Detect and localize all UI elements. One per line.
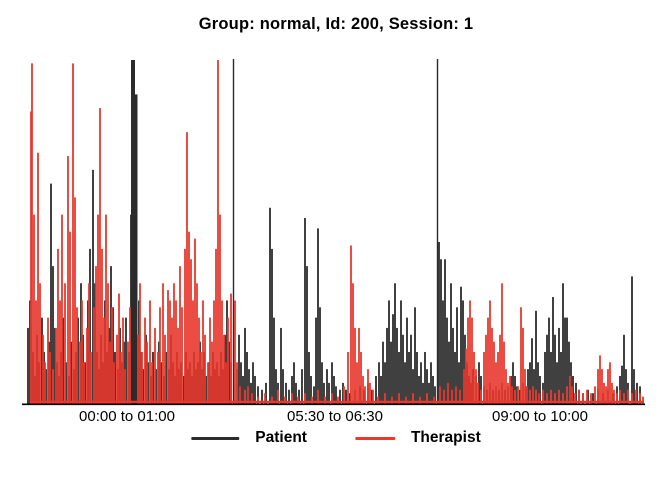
x-tick-label-segment-3: 09:00 to 10:00 — [492, 408, 588, 425]
legend-label-therapist: Therapist — [410, 429, 481, 446]
therapist-series — [30, 60, 644, 404]
chart-title: Group: normal, Id: 200, Session: 1 — [198, 15, 474, 33]
x-tick-label-segment-1: 00:00 to 01:00 — [79, 408, 175, 425]
legend: Patient Therapist — [191, 429, 481, 447]
x-axis-tick-labels: 00:00 to 01:00 05:30 to 06:30 09:00 to 1… — [0, 408, 672, 428]
therapist-line-swatch — [354, 436, 395, 440]
patient-line-swatch — [191, 436, 240, 440]
legend-label-patient: Patient — [255, 429, 307, 446]
x-tick-label-segment-2: 05:30 to 06:30 — [287, 408, 383, 425]
